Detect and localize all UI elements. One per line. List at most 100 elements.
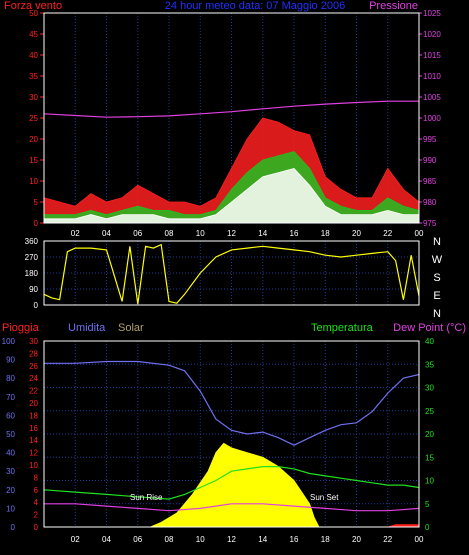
wind-direction-line xyxy=(43,243,420,305)
climate-x-tick-label: 12 xyxy=(227,535,236,544)
rain-tick-label: 0 xyxy=(34,523,39,532)
pressure-tick-label: 1005 xyxy=(423,93,441,102)
wind-series-area xyxy=(43,151,420,224)
humidity-tick-label: 50 xyxy=(6,430,15,439)
pressure-tick-label: 1000 xyxy=(423,114,441,123)
temperature-tick-label: 15 xyxy=(425,453,434,462)
wind-panel: Forza vento 24 hour meteo data: 07 Maggi… xyxy=(4,0,441,238)
climate-x-tick-label: 14 xyxy=(258,535,267,544)
wind-tick-label: 5 xyxy=(34,198,39,207)
dewpoint-line xyxy=(44,503,420,512)
temperature-tick-label: 10 xyxy=(425,477,434,486)
direction-tick-label: 90 xyxy=(29,285,38,294)
rain-tick-label: 28 xyxy=(29,349,38,358)
compass-letter: E xyxy=(433,290,440,302)
temperature-label: Temperatura xyxy=(311,322,374,334)
wind-tick-label: 10 xyxy=(29,177,38,186)
temperature-tick-label: 25 xyxy=(425,407,434,416)
climate-x-tick-label: 06 xyxy=(133,535,142,544)
rain-tick-label: 14 xyxy=(29,436,38,445)
climate-x-tick-label: 04 xyxy=(102,535,111,544)
compass-letter: N xyxy=(433,236,441,248)
humidity-tick-label: 20 xyxy=(6,486,15,495)
wind-tick-label: 25 xyxy=(29,114,38,123)
wind-x-tick-label: 18 xyxy=(321,229,330,238)
climate-panel: Pioggia Umidita Solar Temperatura Dew Po… xyxy=(2,322,466,544)
rain-label: Pioggia xyxy=(2,322,40,334)
sunset-annotation: Sun Set xyxy=(310,493,339,502)
temperature-tick-label: 0 xyxy=(425,523,430,532)
pressure-tick-label: 1020 xyxy=(423,30,441,39)
solar-label: Solar xyxy=(118,322,144,334)
temperature-tick-label: 40 xyxy=(425,337,434,346)
climate-x-tick-label: 10 xyxy=(196,535,205,544)
wind-tick-label: 45 xyxy=(29,30,38,39)
humidity-tick-label: 100 xyxy=(2,337,16,346)
direction-tick-label: 180 xyxy=(25,269,39,278)
humidity-tick-label: 30 xyxy=(6,467,15,476)
rain-tick-label: 2 xyxy=(34,511,39,520)
climate-x-tick-label: 00 xyxy=(415,535,424,544)
wind-x-tick-label: 06 xyxy=(133,229,142,238)
pressure-tick-label: 980 xyxy=(423,198,437,207)
pressure-tick-label: 975 xyxy=(423,219,437,228)
rain-tick-label: 10 xyxy=(29,461,38,470)
wind-x-tick-label: 04 xyxy=(102,229,111,238)
rain-tick-label: 8 xyxy=(34,473,39,482)
wind-x-tick-label: 12 xyxy=(227,229,236,238)
humidity-tick-label: 0 xyxy=(11,523,16,532)
wind-tick-label: 15 xyxy=(29,156,38,165)
sunrise-annotation: Sun Rise xyxy=(130,493,163,502)
pressure-tick-label: 995 xyxy=(423,135,437,144)
wind-tick-label: 0 xyxy=(34,219,39,228)
wind-axis-label: Forza vento xyxy=(4,0,62,12)
rain-tick-label: 6 xyxy=(34,486,39,495)
pressure-tick-label: 990 xyxy=(423,156,437,165)
pressure-axis-label: Pressione xyxy=(369,0,418,12)
compass-letter: S xyxy=(433,272,440,284)
compass-letter: W xyxy=(432,254,443,266)
wind-x-tick-label: 08 xyxy=(165,229,174,238)
wind-x-tick-label: 22 xyxy=(383,229,392,238)
temperature-tick-label: 35 xyxy=(425,360,434,369)
climate-x-tick-label: 18 xyxy=(321,535,330,544)
rain-tick-label: 26 xyxy=(29,362,38,371)
climate-x-tick-label: 20 xyxy=(352,535,361,544)
humidity-tick-label: 10 xyxy=(6,504,15,513)
wind-plot-frame xyxy=(43,12,420,224)
pressure-tick-label: 1010 xyxy=(423,72,441,81)
humidity-tick-label: 40 xyxy=(6,449,15,458)
wind-x-tick-label: 10 xyxy=(196,229,205,238)
wind-tick-label: 50 xyxy=(29,9,38,18)
wind-tick-label: 35 xyxy=(29,72,38,81)
rain-tick-label: 12 xyxy=(29,449,38,458)
pressure-tick-label: 1015 xyxy=(423,51,441,60)
humidity-tick-label: 60 xyxy=(6,411,15,420)
pressure-tick-label: 1025 xyxy=(423,9,441,18)
humidity-tick-label: 90 xyxy=(6,356,15,365)
humidity-label: Umidita xyxy=(68,322,106,334)
wind-tick-label: 30 xyxy=(29,93,38,102)
direction-plot-frame xyxy=(43,240,420,306)
climate-plot-frame xyxy=(43,340,420,528)
temperature-tick-label: 30 xyxy=(425,384,434,393)
humidity-line xyxy=(44,360,420,446)
compass-letter: N xyxy=(433,308,441,320)
direction-tick-label: 270 xyxy=(25,253,39,262)
rain-tick-label: 4 xyxy=(34,498,39,507)
climate-x-tick-label: 02 xyxy=(71,535,80,544)
dewpoint-label: Dew Point (°C) xyxy=(393,322,466,334)
wind-x-tick-label: 16 xyxy=(290,229,299,238)
temperature-line xyxy=(43,466,420,500)
climate-x-tick-label: 08 xyxy=(165,535,174,544)
rain-tick-label: 16 xyxy=(29,424,38,433)
pressure-line xyxy=(43,100,419,118)
wind-tick-label: 20 xyxy=(29,135,38,144)
rain-tick-label: 18 xyxy=(29,411,38,420)
direction-tick-label: 360 xyxy=(25,237,39,246)
rain-tick-label: 24 xyxy=(29,374,38,383)
wind-series-area xyxy=(43,117,420,224)
wind-x-tick-label: 20 xyxy=(352,229,361,238)
